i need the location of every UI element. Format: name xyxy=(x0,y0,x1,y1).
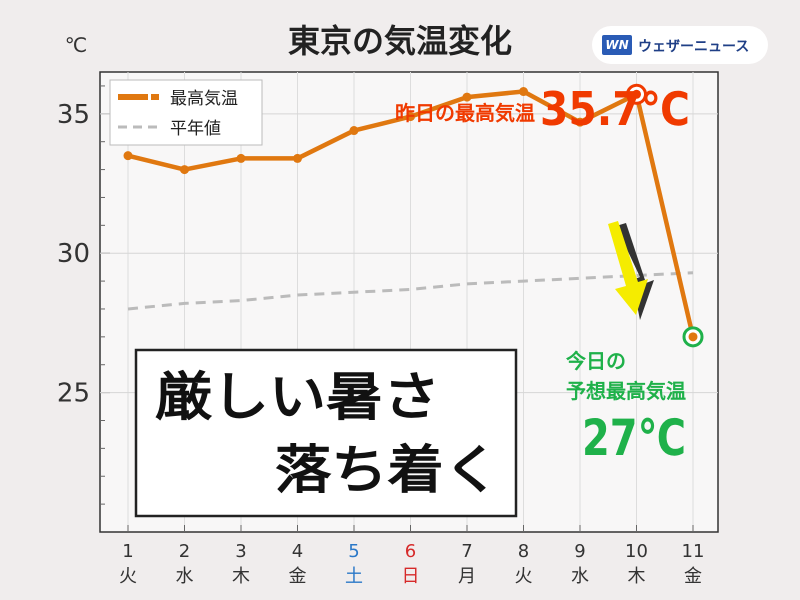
x-tick-label-weekday: 水 xyxy=(571,566,589,587)
data-point xyxy=(462,92,472,102)
legend-label-normal: 平年値 xyxy=(170,119,221,139)
legend-label-max: 最高気温 xyxy=(170,89,238,109)
series-line-normal xyxy=(127,271,694,311)
data-point xyxy=(406,112,415,122)
annotation-yesterday-label: 昨日の最高気温 xyxy=(395,101,535,125)
x-tick-label-weekday: 木 xyxy=(232,566,250,587)
x-tick-label-date: 10 xyxy=(625,541,648,562)
x-tick-label-weekday: 火 xyxy=(515,566,533,587)
x-tick-label-date: 6 xyxy=(405,541,416,562)
y-tick-label: 30 xyxy=(57,239,90,269)
data-point xyxy=(575,117,585,127)
brand-logo: WN ウェザーニュース xyxy=(592,26,768,64)
x-tick-label-weekday: 月 xyxy=(458,566,476,587)
y-tick-label: 35 xyxy=(57,100,90,130)
x-tick-label-weekday: 火 xyxy=(119,566,137,587)
annotation-yesterday-value: 35.7℃ xyxy=(540,82,690,136)
annotation-today-label-2: 予想最高気温 xyxy=(566,379,686,403)
annotation-today-value: 27℃ xyxy=(582,409,686,467)
x-tick-label-date: 8 xyxy=(518,541,529,562)
x-tick-label-weekday: 金 xyxy=(289,566,307,587)
data-point xyxy=(236,153,246,163)
y-unit-label: ℃ xyxy=(65,33,87,57)
data-point xyxy=(293,153,302,163)
x-tick-label-date: 1 xyxy=(122,541,133,562)
legend-box xyxy=(109,79,263,146)
headline-box xyxy=(134,348,518,518)
x-tick-label-date: 11 xyxy=(682,541,705,562)
x-tick-label-date: 9 xyxy=(574,541,585,562)
y-tick-label: 25 xyxy=(57,379,90,409)
x-tick-label-weekday: 木 xyxy=(628,566,646,587)
data-point-yesterday-dot xyxy=(632,89,641,99)
x-tick-label-date: 7 xyxy=(461,541,472,562)
x-tick-label-date: 2 xyxy=(179,541,190,562)
data-point-today-dot xyxy=(688,332,698,342)
data-point xyxy=(519,87,528,97)
headline-line-2: 落ち着く xyxy=(275,441,500,501)
x-tick-label-weekday: 水 xyxy=(176,566,194,587)
chart-title: 東京の気温変化 xyxy=(288,22,512,60)
brand-mark-icon: WN xyxy=(602,35,632,55)
annotation-today-label-1: 今日の xyxy=(566,349,626,373)
x-tick-label-date: 4 xyxy=(292,541,303,562)
legend-swatch-max-end xyxy=(151,94,159,100)
x-tick-label-weekday: 日 xyxy=(402,566,420,587)
headline-line-1: 厳しい暑さ xyxy=(155,368,440,428)
x-tick-label-weekday: 土 xyxy=(345,566,363,587)
brand-name: ウェザーニュース xyxy=(638,39,750,55)
data-point xyxy=(123,151,133,161)
x-tick-label-date: 5 xyxy=(348,541,359,562)
arrow-shadow xyxy=(616,223,654,320)
down-arrow-icon xyxy=(608,221,648,315)
data-point xyxy=(180,165,189,175)
x-tick-label-date: 3 xyxy=(235,541,246,562)
x-tick-label-weekday: 金 xyxy=(684,566,702,587)
data-point xyxy=(349,126,359,136)
